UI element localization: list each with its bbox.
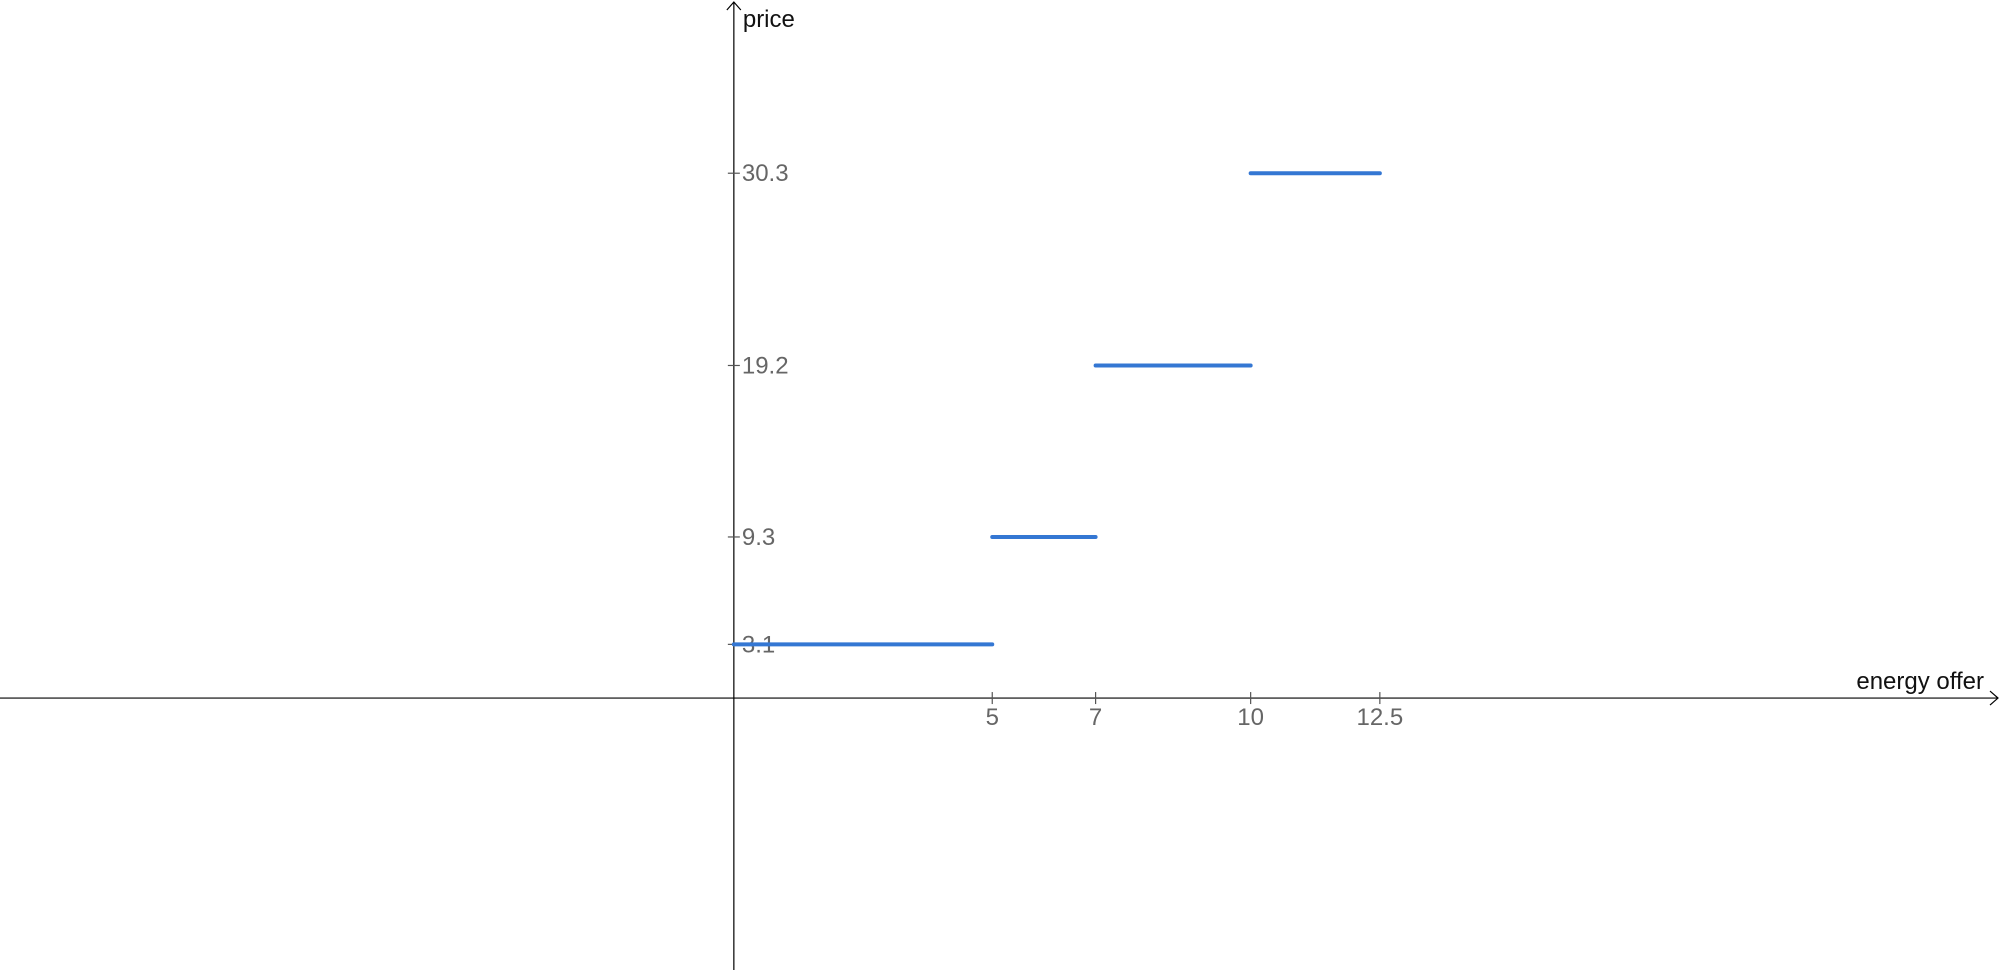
x-axis-arrow xyxy=(1989,690,1999,706)
y-tick-label: 9.3 xyxy=(742,524,775,551)
x-tick-label: 7 xyxy=(1089,704,1102,731)
y-tick-label: 19.2 xyxy=(742,352,789,379)
y-axis-arrow xyxy=(726,1,742,11)
x-tick-label: 5 xyxy=(986,704,999,731)
x-tick-label: 10 xyxy=(1237,704,1264,731)
y-tick-label: 30.3 xyxy=(742,160,789,187)
x-axis-label: energy offer xyxy=(1856,668,1984,695)
x-ticks: 5 7 10 12.5 xyxy=(986,692,1403,731)
x-tick-label: 12.5 xyxy=(1356,704,1403,731)
y-axis-label: price xyxy=(743,6,795,33)
step-segments xyxy=(731,171,1382,647)
y-ticks: 3.19.319.230.3 xyxy=(727,160,789,658)
